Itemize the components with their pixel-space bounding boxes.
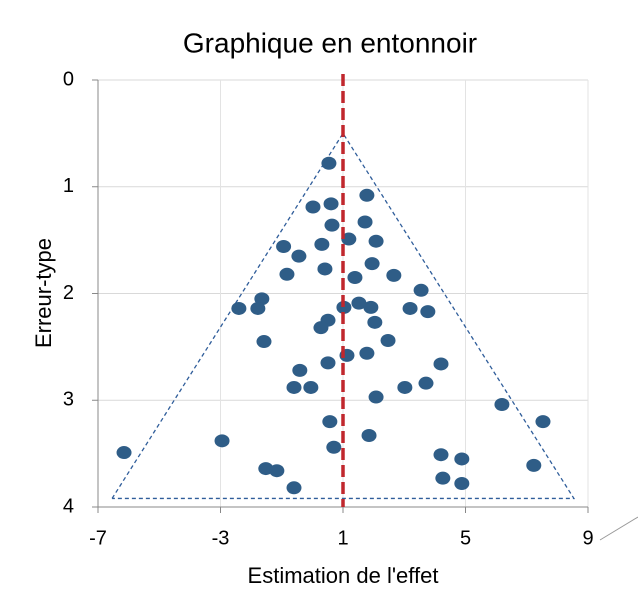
data-point xyxy=(321,156,337,170)
data-point xyxy=(336,300,352,314)
data-point xyxy=(214,434,230,448)
data-point xyxy=(347,270,363,284)
data-point xyxy=(418,376,434,390)
data-point xyxy=(363,300,379,314)
data-point xyxy=(276,240,292,254)
data-point xyxy=(323,197,339,211)
data-point xyxy=(313,321,329,335)
data-point xyxy=(435,471,451,485)
y-tick-label: 0 xyxy=(63,68,74,90)
data-point xyxy=(292,363,308,377)
data-point xyxy=(454,477,470,491)
x-tick-label: -3 xyxy=(212,527,230,549)
data-point xyxy=(359,188,375,202)
data-point xyxy=(433,448,449,462)
y-axis-label: Erreur-type xyxy=(31,238,56,348)
data-point xyxy=(341,232,357,246)
x-tick-label: -7 xyxy=(89,527,107,549)
data-point xyxy=(317,262,333,276)
data-point xyxy=(231,301,247,315)
y-tick-label: 3 xyxy=(63,389,74,411)
x-tick-label: 5 xyxy=(460,527,471,549)
data-point xyxy=(326,440,342,454)
data-point xyxy=(402,301,418,315)
data-point xyxy=(368,234,384,248)
data-point xyxy=(116,446,132,460)
data-point xyxy=(324,218,340,232)
data-point xyxy=(322,415,338,429)
chart-title: Graphique en entonnoir xyxy=(183,27,477,58)
data-point xyxy=(386,268,402,282)
data-point xyxy=(320,356,336,370)
data-point xyxy=(286,380,302,394)
data-point xyxy=(368,390,384,404)
data-point xyxy=(286,481,302,495)
data-point xyxy=(361,428,377,442)
data-point xyxy=(250,301,266,315)
data-point xyxy=(279,267,295,281)
data-point xyxy=(367,315,383,329)
data-point xyxy=(433,357,449,371)
data-point xyxy=(291,249,307,263)
data-point xyxy=(494,398,510,412)
data-point xyxy=(454,452,470,466)
data-point xyxy=(303,380,319,394)
data-point xyxy=(269,464,285,478)
data-point xyxy=(314,237,330,251)
data-point xyxy=(359,346,375,360)
data-point xyxy=(357,215,373,229)
x-tick-label: 1 xyxy=(337,527,348,549)
data-point xyxy=(413,283,429,297)
data-point xyxy=(535,415,551,429)
data-point xyxy=(526,458,542,472)
y-tick-label: 2 xyxy=(63,282,74,304)
y-tick-label: 4 xyxy=(63,495,74,517)
data-point xyxy=(420,305,436,319)
data-point xyxy=(351,296,367,310)
y-tick-label: 1 xyxy=(63,175,74,197)
data-point xyxy=(305,200,321,214)
x-axis-label: Estimation de l'effet xyxy=(248,563,439,588)
pointer-line xyxy=(599,516,638,541)
funnel xyxy=(111,132,576,500)
data-point xyxy=(397,380,413,394)
x-tick-label: 9 xyxy=(582,527,593,549)
data-point xyxy=(256,335,272,349)
data-point xyxy=(380,333,396,347)
data-point xyxy=(364,257,380,271)
